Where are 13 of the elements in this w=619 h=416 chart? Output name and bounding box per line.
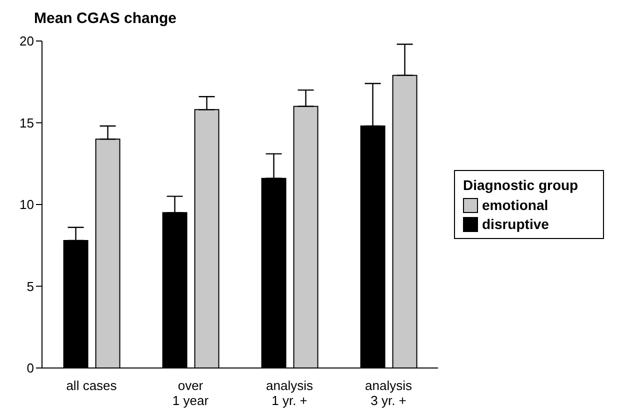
legend-label: disruptive xyxy=(482,216,549,232)
x-tick-label: analysis 3 yr. + xyxy=(365,378,412,408)
x-tick-label: all cases xyxy=(66,378,118,393)
y-axis-title: Mean CGAS change xyxy=(34,10,177,27)
y-tick-label: 15 xyxy=(20,115,34,130)
legend-label: emotional xyxy=(482,197,548,213)
y-tick-label: 0 xyxy=(26,360,34,376)
y-tick-label: 10 xyxy=(20,197,34,212)
x-tick-label: analysis 1 yr. + xyxy=(266,378,314,408)
y-tick-label: 5 xyxy=(26,278,34,294)
legend-title: Diagnostic group xyxy=(463,177,580,193)
y-tick-label: 20 xyxy=(20,34,34,49)
x-tick-label: over 1 year xyxy=(172,378,210,408)
